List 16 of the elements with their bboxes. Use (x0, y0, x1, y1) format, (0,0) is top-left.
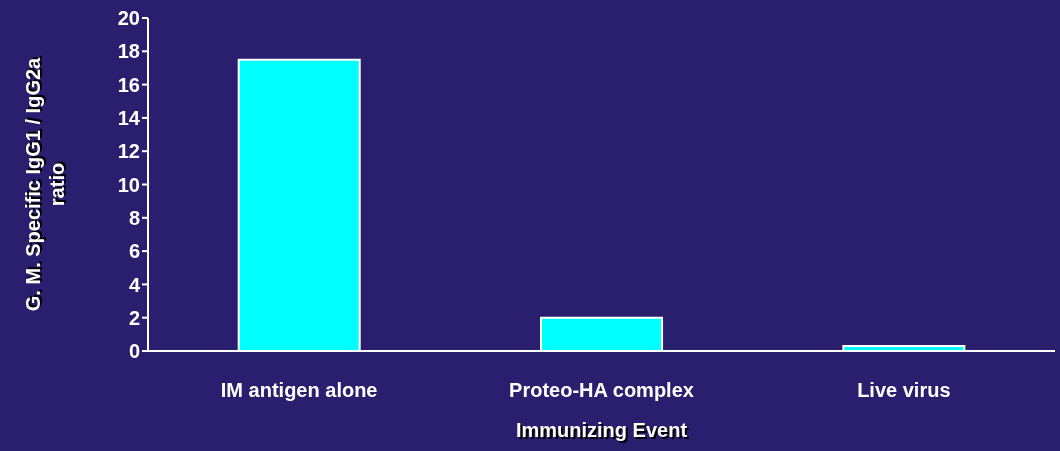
y-tick-label: 8 (128, 206, 140, 229)
y-tick-label: 18 (117, 40, 140, 63)
x-tick-label: IM antigen alone (220, 379, 378, 402)
y-tick-label: 4 (128, 273, 141, 296)
y-tick-label: 14 (117, 107, 141, 129)
y-tick-label: 2 (128, 306, 140, 329)
x-tick-label: Live virus (857, 379, 951, 402)
y-tick-label: 16 (117, 73, 140, 96)
x-tick-label: Proteo-HA complex (509, 379, 694, 402)
y-tick-label: 20 (117, 7, 140, 30)
x-axis-title: Immunizing Event (515, 419, 688, 441)
y-tick-label: 6 (128, 240, 140, 263)
y-tick-label: 12 (117, 140, 140, 163)
y-axis-title: G. M. Specific IgG1 / IgG2a ratio (22, 56, 68, 312)
y-tick-label: 0 (128, 340, 140, 363)
y-tick-label: 10 (117, 173, 140, 196)
